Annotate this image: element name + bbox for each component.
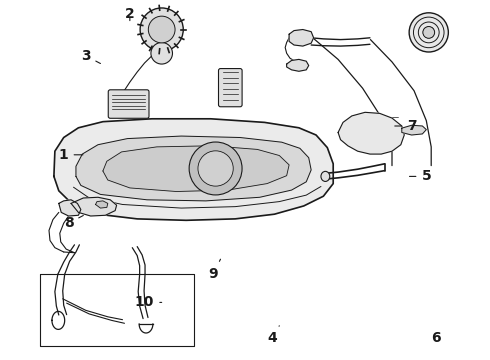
Text: 7: 7 <box>395 119 416 133</box>
Text: 10: 10 <box>135 296 162 309</box>
Circle shape <box>423 27 435 38</box>
Polygon shape <box>76 136 311 201</box>
Circle shape <box>148 16 175 43</box>
Text: 1: 1 <box>59 148 83 162</box>
Text: 3: 3 <box>81 49 100 63</box>
Polygon shape <box>402 125 426 135</box>
Circle shape <box>198 151 233 186</box>
Polygon shape <box>54 119 333 220</box>
Text: 8: 8 <box>64 216 83 230</box>
Polygon shape <box>96 201 108 208</box>
Polygon shape <box>338 112 404 154</box>
Polygon shape <box>103 146 289 192</box>
Ellipse shape <box>321 171 330 181</box>
Polygon shape <box>71 197 117 216</box>
Text: 9: 9 <box>208 259 220 280</box>
Circle shape <box>140 8 183 51</box>
Polygon shape <box>59 200 81 216</box>
Text: 5: 5 <box>410 170 431 183</box>
Polygon shape <box>289 30 314 46</box>
Text: 2: 2 <box>125 8 135 21</box>
Text: 6: 6 <box>431 332 441 345</box>
FancyBboxPatch shape <box>219 68 242 107</box>
Polygon shape <box>40 274 194 346</box>
Polygon shape <box>287 59 309 71</box>
FancyBboxPatch shape <box>108 90 149 118</box>
Circle shape <box>151 42 172 64</box>
Circle shape <box>189 142 242 195</box>
Circle shape <box>409 13 448 52</box>
Text: 4: 4 <box>267 326 279 345</box>
